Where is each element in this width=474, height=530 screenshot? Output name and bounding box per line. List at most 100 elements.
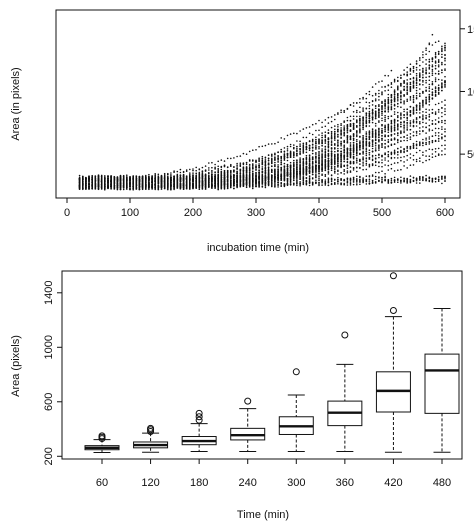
data-point	[381, 119, 383, 122]
data-point	[365, 122, 368, 125]
data-point	[444, 46, 446, 48]
data-point	[349, 136, 352, 139]
data-point	[318, 152, 320, 154]
data-point	[444, 130, 446, 133]
data-point	[274, 142, 276, 145]
data-point	[393, 121, 396, 124]
data-point	[346, 171, 349, 174]
data-point	[431, 141, 434, 144]
data-point	[264, 179, 267, 182]
data-point	[315, 159, 317, 161]
data-point	[334, 172, 336, 174]
data-point	[211, 182, 213, 184]
data-point	[337, 147, 339, 150]
data-point	[415, 158, 418, 161]
data-point	[324, 153, 327, 155]
data-point	[261, 167, 264, 170]
data-point	[321, 151, 323, 153]
data-point	[289, 179, 292, 182]
data-point	[157, 188, 160, 191]
data-point	[340, 172, 342, 174]
data-point	[428, 42, 431, 44]
data-point	[437, 102, 440, 105]
data-point	[374, 175, 377, 178]
data-point	[337, 173, 339, 175]
data-point	[403, 101, 405, 103]
data-point	[286, 184, 289, 187]
data-point	[393, 176, 396, 179]
data-point	[419, 102, 421, 104]
data-point	[390, 126, 393, 128]
data-point	[299, 157, 301, 159]
data-point	[286, 163, 289, 166]
data-point	[378, 113, 380, 115]
data-point	[283, 166, 286, 168]
data-point	[242, 181, 245, 183]
data-point	[214, 163, 216, 166]
data-point	[340, 156, 342, 159]
data-point	[368, 107, 371, 110]
data-point	[406, 113, 409, 115]
data-point	[412, 131, 415, 133]
data-point	[334, 114, 336, 116]
data-point	[390, 101, 393, 103]
data-point	[173, 181, 175, 184]
data-point	[185, 170, 188, 172]
data-point	[349, 179, 352, 182]
data-point	[371, 131, 374, 133]
data-point	[368, 175, 371, 177]
data-point	[397, 102, 399, 105]
data-point	[434, 61, 437, 64]
data-point	[409, 70, 412, 72]
data-point	[236, 178, 238, 180]
data-point	[444, 75, 446, 78]
data-point	[368, 117, 371, 120]
data-point	[330, 141, 333, 143]
data-point	[255, 149, 257, 151]
data-point	[441, 137, 443, 140]
data-point	[378, 177, 380, 179]
data-point	[324, 173, 327, 176]
data-point	[195, 169, 197, 172]
data-point	[444, 42, 446, 45]
data-point	[192, 169, 194, 172]
data-point	[334, 165, 336, 168]
data-point	[393, 98, 396, 100]
data-point	[425, 150, 427, 152]
data-point	[289, 164, 292, 167]
data-point	[308, 162, 311, 165]
data-point	[403, 147, 405, 150]
data-point	[428, 60, 431, 63]
data-point	[428, 155, 431, 157]
data-point	[242, 167, 245, 170]
data-point	[264, 144, 267, 147]
data-point	[340, 162, 342, 164]
data-point	[352, 124, 355, 126]
data-point	[302, 148, 305, 150]
data-point	[170, 182, 172, 184]
data-point	[359, 140, 361, 142]
data-point	[82, 184, 84, 187]
data-point	[437, 153, 440, 155]
data-point	[173, 171, 175, 173]
data-point	[403, 161, 405, 163]
data-point	[390, 130, 393, 133]
data-point	[387, 98, 390, 101]
data-point	[330, 174, 333, 177]
data-point	[437, 147, 440, 150]
data-point	[346, 129, 349, 132]
data-point	[441, 126, 443, 128]
data-point	[302, 176, 305, 179]
data-point	[97, 188, 100, 190]
data-point	[359, 135, 361, 138]
data-point	[397, 157, 399, 159]
data-point	[277, 161, 279, 163]
data-point	[230, 172, 232, 174]
data-point	[299, 175, 301, 178]
data-point	[274, 161, 276, 164]
data-point	[428, 83, 431, 86]
data-point	[437, 140, 440, 142]
data-point	[204, 165, 207, 167]
data-point	[233, 187, 235, 190]
